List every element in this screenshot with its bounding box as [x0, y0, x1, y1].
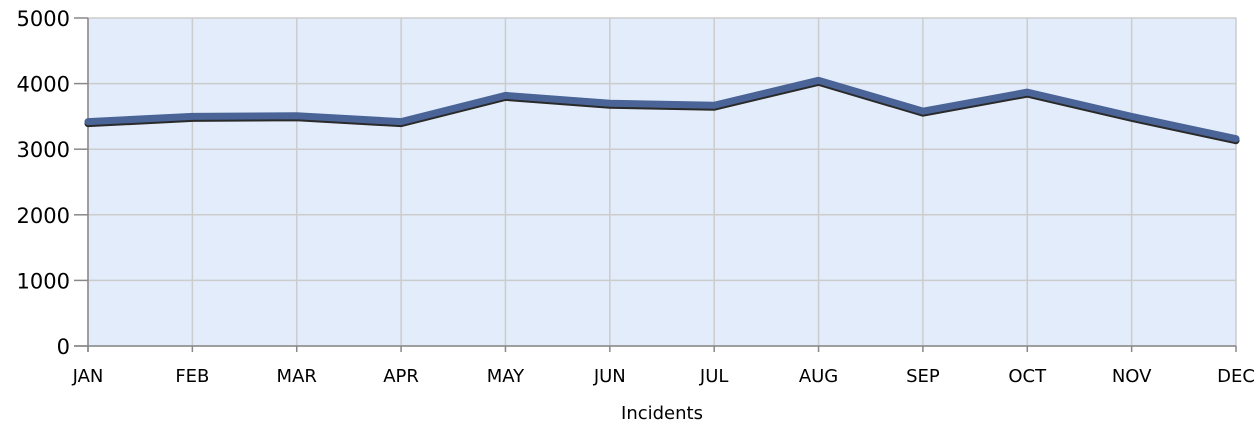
data-point-nov	[1129, 114, 1134, 119]
y-tick-label: 2000	[17, 204, 70, 228]
x-tick-label: DEC	[1217, 366, 1255, 387]
x-tick-label: MAY	[487, 366, 525, 387]
y-tick-label: 5000	[17, 7, 70, 31]
data-point-may	[503, 93, 508, 98]
x-tick-label: JUN	[593, 366, 626, 387]
plot-area	[87, 17, 1237, 347]
data-point-aug	[816, 78, 821, 83]
x-tick-label: APR	[383, 366, 419, 387]
x-tick-label: MAR	[277, 366, 317, 387]
x-tick-label: OCT	[1008, 366, 1047, 387]
data-point-feb	[190, 114, 195, 119]
data-point-jul	[712, 103, 717, 108]
y-tick-label: 0	[57, 335, 70, 359]
x-axis-title: Incidents	[621, 403, 703, 424]
x-axis-ticks: JAN FEB MAR APR MAY JUN JUL AUG SEP OCT NOV DEC	[72, 346, 1255, 387]
x-tick-label: FEB	[175, 366, 209, 387]
data-point-mar	[294, 113, 299, 118]
series-group	[84, 76, 1240, 145]
x-tick-label: JAN	[72, 366, 104, 387]
gridlines	[87, 17, 1237, 347]
data-point-oct	[1025, 90, 1030, 95]
data-point-dec	[1234, 136, 1238, 141]
y-tick-label: 1000	[17, 269, 70, 293]
x-tick-label: SEP	[906, 366, 940, 387]
y-tick-label: 4000	[17, 73, 70, 97]
x-tick-label: NOV	[1112, 366, 1152, 387]
series-line	[84, 76, 1240, 143]
x-tick-label: AUG	[799, 366, 838, 387]
y-tick-label: 3000	[17, 138, 70, 162]
data-point-jan	[86, 119, 90, 124]
data-point-jun	[607, 101, 612, 106]
data-point-apr	[399, 119, 404, 124]
axes	[74, 18, 1236, 352]
x-tick-label: JUL	[699, 366, 729, 387]
data-point-sep	[920, 109, 925, 114]
y-axis-ticks: 0 1000 2000 3000 4000 5000	[17, 7, 88, 359]
